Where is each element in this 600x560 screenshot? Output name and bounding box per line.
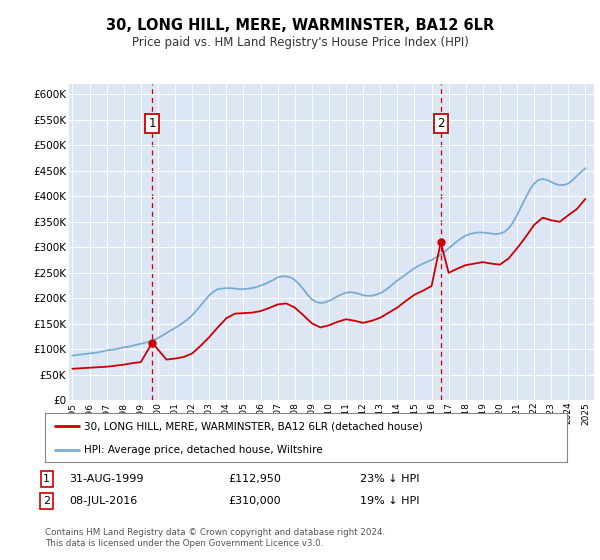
Text: 2: 2 [43,496,50,506]
Text: 1: 1 [148,117,156,130]
Text: 19% ↓ HPI: 19% ↓ HPI [360,496,419,506]
Text: £112,950: £112,950 [228,474,281,484]
Text: Contains HM Land Registry data © Crown copyright and database right 2024.
This d: Contains HM Land Registry data © Crown c… [45,528,385,548]
Text: 30, LONG HILL, MERE, WARMINSTER, BA12 6LR (detached house): 30, LONG HILL, MERE, WARMINSTER, BA12 6L… [84,421,423,431]
Text: 31-AUG-1999: 31-AUG-1999 [69,474,143,484]
Text: 08-JUL-2016: 08-JUL-2016 [69,496,137,506]
Text: Price paid vs. HM Land Registry's House Price Index (HPI): Price paid vs. HM Land Registry's House … [131,36,469,49]
Text: HPI: Average price, detached house, Wiltshire: HPI: Average price, detached house, Wilt… [84,445,323,455]
Text: 2: 2 [437,117,445,130]
Text: £310,000: £310,000 [228,496,281,506]
Text: 30, LONG HILL, MERE, WARMINSTER, BA12 6LR: 30, LONG HILL, MERE, WARMINSTER, BA12 6L… [106,18,494,33]
Text: 1: 1 [43,474,50,484]
Text: 23% ↓ HPI: 23% ↓ HPI [360,474,419,484]
